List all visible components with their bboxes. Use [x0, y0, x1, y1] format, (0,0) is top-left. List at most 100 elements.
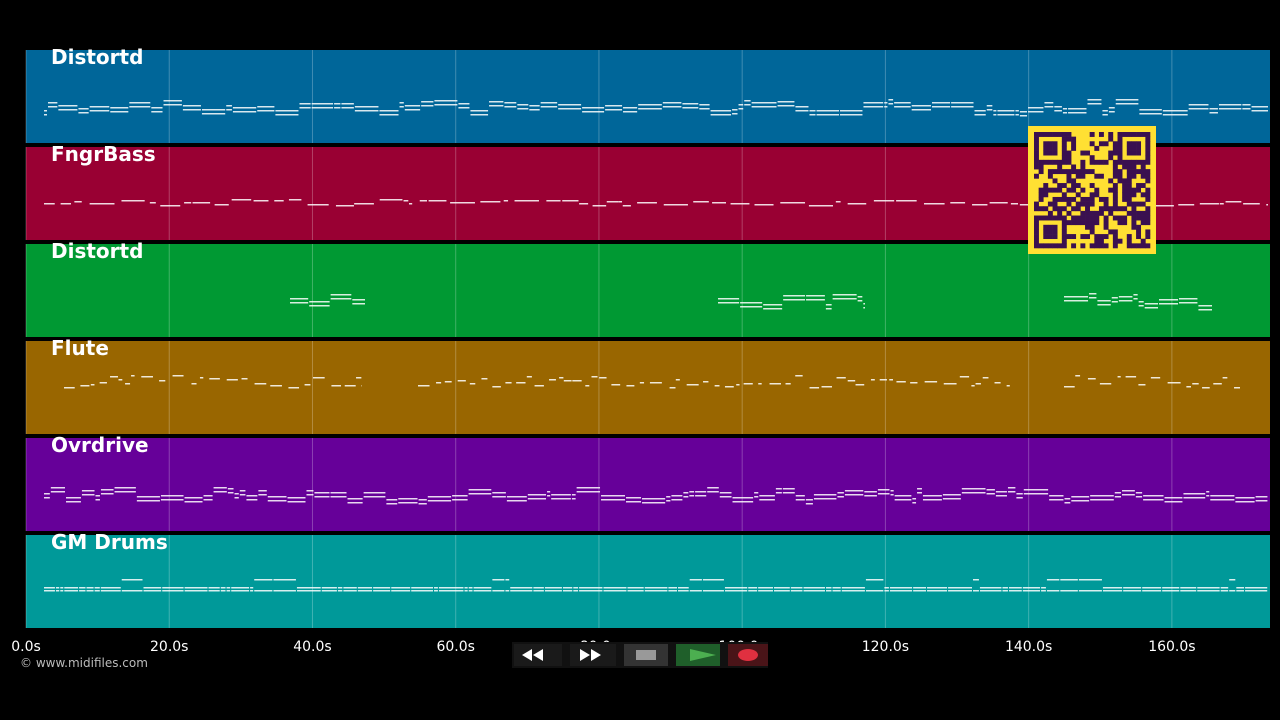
- qr-module: [1071, 178, 1077, 184]
- note: [391, 590, 411, 592]
- note: [759, 499, 775, 501]
- note: [894, 495, 912, 497]
- note: [344, 385, 356, 387]
- note: [693, 201, 709, 203]
- note: [136, 496, 160, 498]
- note: [1210, 499, 1235, 501]
- note: [1108, 111, 1115, 113]
- play-button[interactable]: [676, 644, 720, 666]
- note: [1206, 491, 1210, 493]
- note: [94, 590, 100, 592]
- note: [458, 103, 470, 105]
- note: [1117, 376, 1121, 378]
- note: [549, 379, 556, 381]
- qr-module: [1061, 220, 1067, 226]
- note: [296, 587, 321, 589]
- note: [1139, 113, 1162, 115]
- note: [795, 106, 809, 108]
- qr-module: [1080, 234, 1086, 240]
- note: [1242, 104, 1251, 106]
- note: [678, 590, 689, 592]
- note: [1142, 587, 1162, 589]
- qr-module: [1131, 220, 1137, 226]
- qr-module: [1071, 187, 1077, 193]
- note: [763, 308, 783, 310]
- qr-module: [1094, 173, 1100, 179]
- note: [419, 200, 427, 202]
- qr-module: [1052, 178, 1058, 184]
- note: [1046, 590, 1060, 592]
- qr-module: [1043, 187, 1049, 193]
- note: [136, 500, 160, 502]
- qr-module: [1136, 201, 1142, 207]
- note: [290, 298, 309, 300]
- note: [864, 491, 877, 493]
- qr-module: [1075, 201, 1081, 207]
- note: [777, 105, 795, 107]
- note: [979, 590, 1002, 592]
- note: [1015, 114, 1019, 116]
- note: [758, 590, 773, 592]
- note: [1114, 496, 1122, 498]
- note: [110, 376, 118, 378]
- note: [296, 590, 321, 592]
- qr-module: [1112, 183, 1118, 188]
- qr-module: [1117, 220, 1123, 226]
- note: [1122, 490, 1135, 492]
- rewind-button[interactable]: [514, 644, 562, 666]
- qr-module: [1126, 178, 1132, 184]
- note: [352, 299, 365, 301]
- note: [1188, 104, 1209, 106]
- record-button[interactable]: [728, 644, 768, 666]
- note: [452, 495, 468, 497]
- note: [986, 489, 995, 491]
- note: [809, 387, 820, 389]
- note: [1202, 387, 1210, 389]
- qr-module: [1094, 220, 1100, 226]
- qr-module: [1145, 192, 1151, 198]
- note: [782, 488, 795, 490]
- qr-module: [1126, 173, 1132, 179]
- note: [1111, 301, 1118, 303]
- note: [777, 101, 795, 103]
- track: GM Drums: [25, 530, 1270, 628]
- qr-module: [1136, 183, 1142, 188]
- note: [1135, 496, 1143, 498]
- note: [924, 381, 938, 383]
- qr-module: [1047, 215, 1053, 221]
- qr-module: [1131, 206, 1137, 212]
- note: [1144, 307, 1158, 309]
- note: [712, 202, 727, 204]
- qr-module: [1089, 183, 1095, 188]
- note: [343, 590, 357, 592]
- note: [492, 590, 505, 592]
- qr-module: [1080, 210, 1086, 216]
- qr-module: [1085, 169, 1090, 175]
- qr-module: [1117, 132, 1123, 137]
- note: [1219, 203, 1224, 205]
- note: [837, 496, 844, 498]
- qr-module: [1098, 159, 1104, 165]
- qr-module: [1122, 196, 1128, 202]
- note: [773, 587, 790, 589]
- note: [1028, 107, 1044, 109]
- note: [220, 587, 226, 589]
- note: [832, 294, 857, 296]
- note: [1143, 495, 1164, 497]
- note: [1111, 297, 1118, 299]
- note: [1162, 587, 1180, 589]
- note: [623, 107, 638, 109]
- note: [1220, 590, 1229, 592]
- qr-module: [1103, 159, 1109, 165]
- qr-module: [1052, 187, 1058, 193]
- qr-module: [1117, 155, 1123, 161]
- note: [114, 487, 136, 489]
- note: [434, 104, 458, 106]
- stop-button[interactable]: [624, 644, 668, 666]
- qr-module: [1066, 187, 1072, 193]
- note: [754, 492, 759, 494]
- forward-button[interactable]: [570, 644, 616, 666]
- qr-module: [1071, 136, 1077, 142]
- note: [90, 384, 95, 386]
- qr-module: [1131, 192, 1137, 198]
